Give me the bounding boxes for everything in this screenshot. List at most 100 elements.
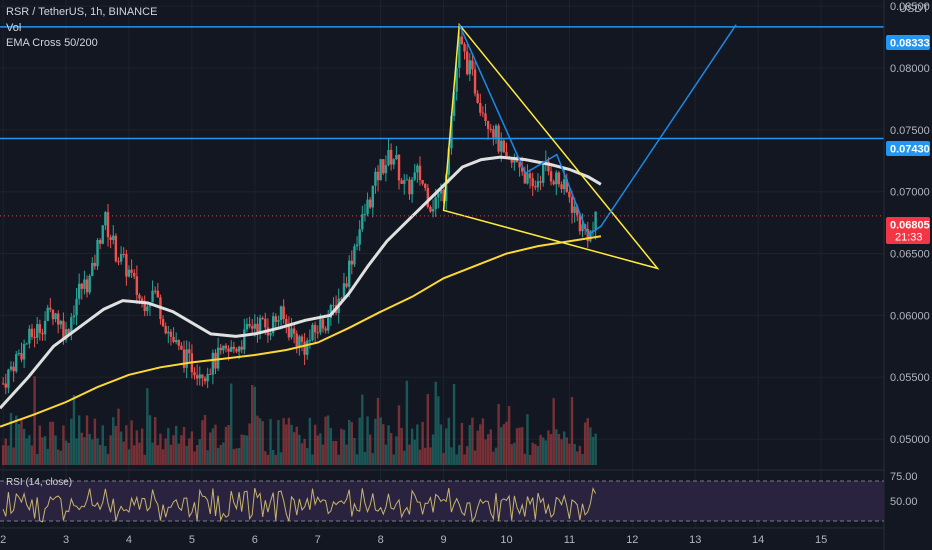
candle-body <box>33 336 36 338</box>
volume-bar <box>536 445 540 465</box>
candle-body <box>1 383 5 385</box>
candle-body <box>492 129 495 138</box>
candle-body <box>237 346 241 352</box>
candle-body <box>269 333 272 336</box>
volume-bar <box>523 453 527 465</box>
volume-bar <box>209 432 212 465</box>
candles[interactable] <box>1 26 597 395</box>
tag-last-price: 0.06805 21:33 <box>886 217 930 244</box>
volume-bar <box>237 447 241 465</box>
volume-bar <box>447 417 451 465</box>
time-tick-label: 13 <box>689 534 701 546</box>
volume-bar <box>476 430 479 465</box>
ema-legend[interactable]: EMA Cross 50/200 <box>6 37 98 49</box>
volume-bar <box>413 439 416 465</box>
time-tick-label: 15 <box>815 534 827 546</box>
candle-body <box>523 171 527 184</box>
candle-body <box>22 344 26 360</box>
volume-bar <box>1 445 5 465</box>
time-tick-label: 6 <box>252 534 258 546</box>
volume-bar <box>54 435 57 465</box>
volume-legend[interactable]: Vol <box>6 22 22 34</box>
volume-bar <box>332 441 335 465</box>
price-tick-label: 0.07000 <box>890 187 930 199</box>
candle-body <box>424 183 427 188</box>
candle-body <box>64 329 68 340</box>
volume-bar <box>421 421 424 465</box>
time-tick-label: 9 <box>441 534 447 546</box>
candle-body <box>515 158 519 163</box>
candle-body <box>25 343 28 345</box>
candle-body <box>562 179 566 190</box>
ema50-line <box>0 155 602 410</box>
volume-bar <box>316 435 319 465</box>
candle-body <box>98 240 102 244</box>
volume-bar <box>389 433 393 465</box>
candle-body <box>17 352 21 355</box>
rsi-legend[interactable]: RSI (14, close) <box>6 477 73 488</box>
symbol-title[interactable]: RSR / TetherUS, 1h, BINANCE <box>6 6 158 18</box>
volume-bar <box>43 436 47 465</box>
volume-bar <box>203 415 207 465</box>
time-tick-label: 3 <box>63 534 69 546</box>
volume-bar <box>85 415 89 465</box>
volume-bar <box>83 437 86 465</box>
candle-body <box>70 317 73 335</box>
volume-bar <box>552 398 555 465</box>
volume-bar <box>363 452 367 465</box>
candle-body <box>528 173 532 179</box>
triangle-pattern[interactable] <box>442 22 660 270</box>
projection-path[interactable] <box>458 24 737 237</box>
volume-bar <box>342 429 346 465</box>
volume-bar <box>576 451 579 465</box>
price-axis[interactable]: 0.08500 0.08000 0.07500 0.07000 0.06500 0.060… <box>890 1 930 446</box>
time-tick-label: 5 <box>189 534 195 546</box>
volume-bar <box>298 434 301 465</box>
candle-body <box>534 186 537 188</box>
candle-body <box>416 165 419 173</box>
volume-bar <box>125 425 128 465</box>
candle-body <box>541 162 545 183</box>
candle-body <box>75 298 78 316</box>
candle-body <box>332 305 335 307</box>
time-tick-label: 2 <box>0 534 6 546</box>
volume-bar <box>245 435 249 465</box>
volume-bar <box>479 424 482 465</box>
volume-bar <box>489 429 492 465</box>
rsi-line <box>2 486 597 523</box>
candle-body <box>327 317 330 331</box>
candle-body <box>439 189 443 194</box>
candle-body <box>437 193 440 198</box>
candle-body <box>172 336 175 343</box>
volume-bar <box>138 442 141 465</box>
volume-bar <box>434 381 437 465</box>
volume-bar <box>568 443 571 465</box>
time-axis[interactable]: 2 3 4 5 6 7 8 9 10 11 12 13 14 15 <box>0 534 827 546</box>
volume-bar <box>77 415 81 465</box>
candle-body <box>46 307 49 321</box>
volume-bar <box>452 384 456 465</box>
volume-bar <box>282 418 285 465</box>
currency-label: USDT <box>899 3 929 15</box>
candle-body <box>235 349 238 352</box>
volume-bar <box>481 418 485 465</box>
candle-body <box>347 260 351 287</box>
volume-bar <box>555 429 558 465</box>
candle-body <box>431 208 435 212</box>
volume-bar <box>505 421 508 465</box>
volume-bar <box>358 417 361 465</box>
candle-body <box>531 178 534 187</box>
candle-body <box>43 320 47 335</box>
volume-bar <box>146 388 149 465</box>
volume-bar <box>153 417 157 465</box>
volume-bar <box>106 453 110 465</box>
volume-bar <box>140 428 144 465</box>
candle-body <box>324 328 327 331</box>
time-tick-label: 11 <box>564 534 575 546</box>
volume-bar <box>549 434 553 465</box>
volume-bar <box>161 449 165 465</box>
candle-body <box>594 211 597 231</box>
volume-bar <box>235 448 238 465</box>
candle-body <box>384 165 388 174</box>
